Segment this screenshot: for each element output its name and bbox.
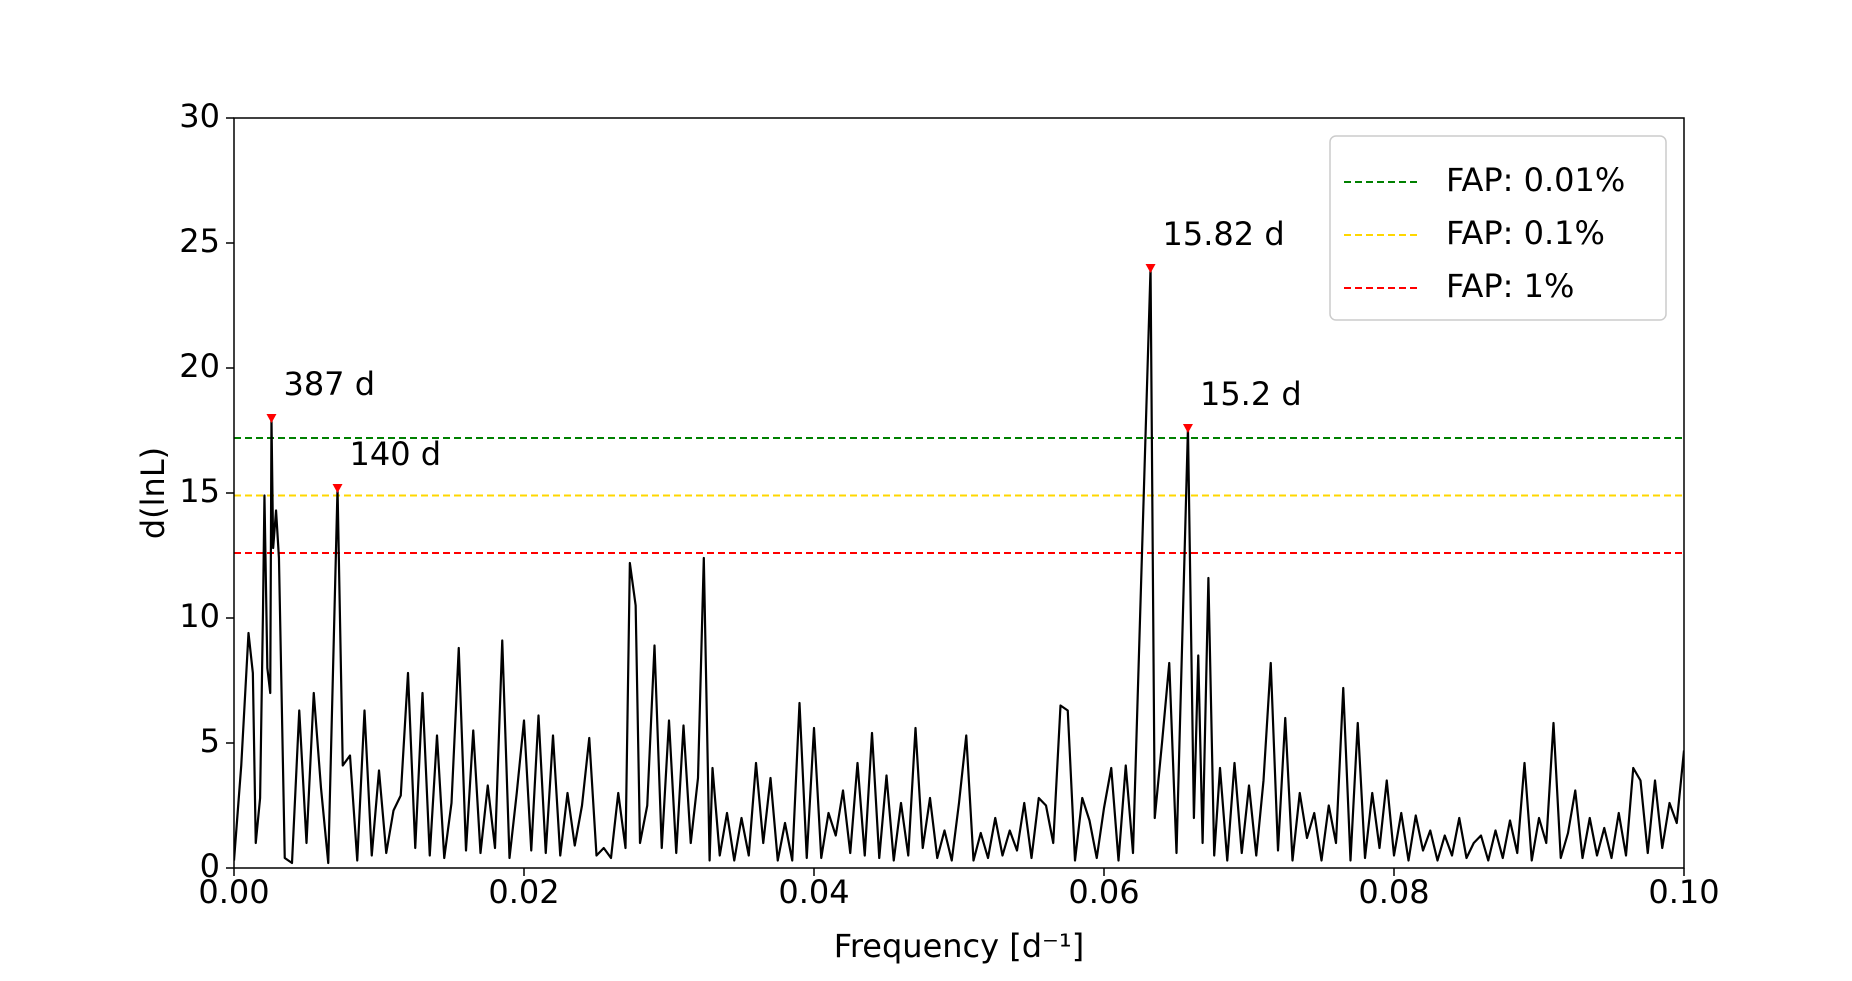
y-tick-label: 30: [179, 97, 220, 135]
x-tick-label: 0.08: [1358, 873, 1429, 911]
y-tick-label: 0: [200, 847, 220, 885]
y-tick-label: 10: [179, 597, 220, 635]
peak-marker: [1145, 264, 1156, 273]
peak-marker: [1182, 424, 1193, 433]
peak-marker: [266, 414, 277, 423]
peak-label: 15.2 d: [1200, 375, 1302, 413]
x-tick-label: 0.10: [1648, 873, 1719, 911]
plot-frame: [233, 117, 1685, 869]
x-tick-label: 0.02: [488, 873, 559, 911]
peak-label: 140 d: [350, 435, 442, 473]
x-tick-label: 0.00: [198, 873, 269, 911]
legend-label: FAP: 0.01%: [1446, 161, 1625, 199]
peak-label: 387 d: [283, 365, 375, 403]
y-tick-label: 20: [179, 347, 220, 385]
y-tick-label: 15: [179, 472, 220, 510]
x-axis-label: Frequency [d⁻¹]: [834, 927, 1084, 965]
y-tick-label: 25: [179, 222, 220, 260]
y-axis-label: d(lnL): [134, 447, 172, 539]
x-tick-label: 0.06: [1068, 873, 1139, 911]
periodogram-line: [234, 266, 1684, 865]
legend-label: FAP: 0.1%: [1446, 214, 1605, 252]
peak-marker: [332, 484, 343, 493]
legend-label: FAP: 1%: [1446, 267, 1574, 305]
y-tick-label: 5: [200, 722, 220, 760]
x-tick-label: 0.04: [778, 873, 849, 911]
peak-label: 15.82 d: [1163, 215, 1285, 253]
